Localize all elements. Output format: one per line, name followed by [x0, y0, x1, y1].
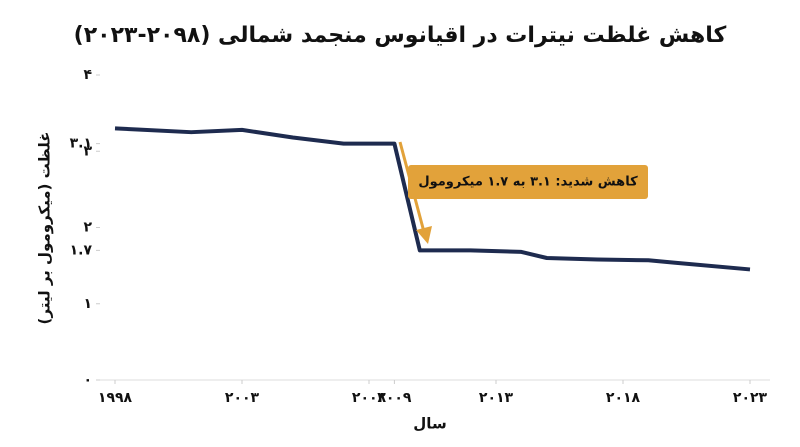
y-tick-label: ۱.۷: [70, 242, 93, 258]
x-axis-label: سال: [413, 415, 446, 433]
annotation-box: [408, 165, 648, 199]
y-tick-label: ۱: [83, 296, 92, 312]
x-tick-label: ۲۰۱۸: [606, 390, 641, 406]
data-line: [114, 126, 751, 272]
y-tick-label: ۰: [83, 372, 92, 388]
chart-title: کاهش غلظت نیترات در اقیانوس منجمد شمالی …: [74, 23, 727, 48]
x-tick-label: ۲۰۰۹: [377, 390, 412, 406]
y-axis-label: غلظت (میکرومول بر لیتر): [36, 132, 54, 325]
y-tick-label: ۴: [83, 67, 92, 83]
annotation-text: کاهش شدید: ۳.۱ به ۱.۷ میکرومول: [418, 175, 638, 190]
annotation-arrowhead: [416, 226, 432, 244]
y-tick-label: ۳: [83, 143, 92, 159]
x-tick-label: ۲۰۰۳: [225, 390, 260, 406]
x-tick-label: ۲۰۰۸: [352, 390, 387, 406]
x-tick-label: ۲۰۱۳: [479, 390, 514, 406]
x-tick-label: ۲۰۲۳: [733, 390, 768, 406]
y-tick-label: ۲: [83, 220, 92, 236]
x-tick-label: ۱۹۹۸: [98, 390, 133, 406]
y-tick-label: ۳.۱: [70, 136, 92, 152]
